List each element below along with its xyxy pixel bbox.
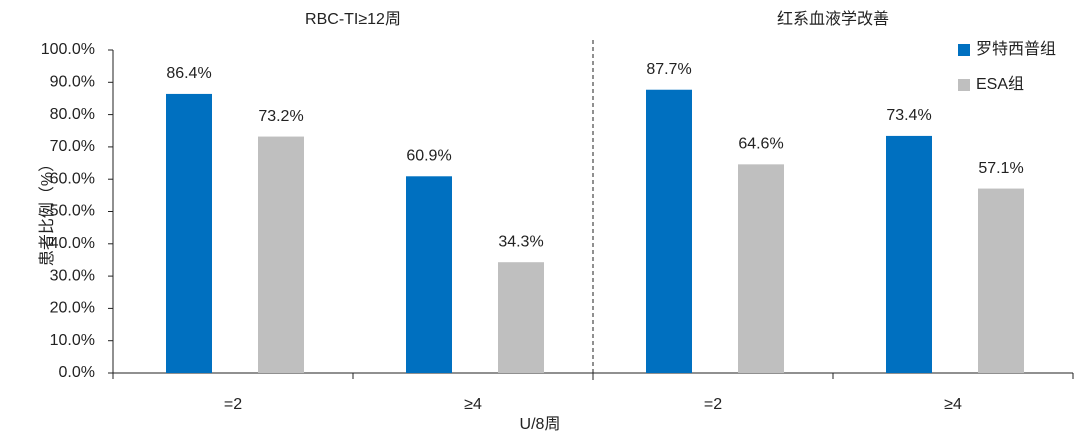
y-axis-title: 患者比例（%） [38,156,56,266]
bar [406,176,452,373]
legend-swatch [958,44,970,56]
x-axis-title: U/8周 [520,416,561,433]
bar [498,262,544,373]
legend-label: 罗特西普组 [976,40,1056,58]
bar [646,89,692,373]
x-tick-label: ≥4 [944,396,962,413]
value-label: 57.1% [978,160,1023,177]
x-tick-label: =2 [704,396,722,413]
y-tick-label: 80.0% [50,106,95,123]
value-label: 86.4% [166,65,211,82]
legend-swatch [958,79,970,91]
legend-label: ESA组 [976,75,1024,93]
y-tick-label: 30.0% [50,267,95,284]
y-tick-label: 20.0% [50,300,95,317]
y-tick-label: 70.0% [50,138,95,155]
y-tick-label: 50.0% [50,203,95,220]
y-tick-label: 40.0% [50,235,95,252]
y-tick-label: 10.0% [50,332,95,349]
x-tick-label: =2 [224,396,242,413]
bar [886,135,932,373]
group-label: RBC-TI≥12周 [305,11,401,28]
bar [738,164,784,373]
y-tick-label: 60.0% [50,170,95,187]
value-label: 64.6% [738,136,783,153]
y-tick-label: 90.0% [50,74,95,91]
bar [258,136,304,373]
y-tick-label: 100.0% [41,41,95,58]
bar [166,93,212,373]
bar [978,188,1024,373]
group-label: 红系血液学改善 [777,10,889,28]
y-tick-label: 0.0% [59,364,95,381]
value-label: 60.9% [406,148,451,165]
x-tick-label: ≥4 [464,396,482,413]
value-label: 34.3% [498,233,543,250]
value-label: 87.7% [646,61,691,78]
value-label: 73.4% [886,107,931,124]
value-label: 73.2% [258,108,303,125]
